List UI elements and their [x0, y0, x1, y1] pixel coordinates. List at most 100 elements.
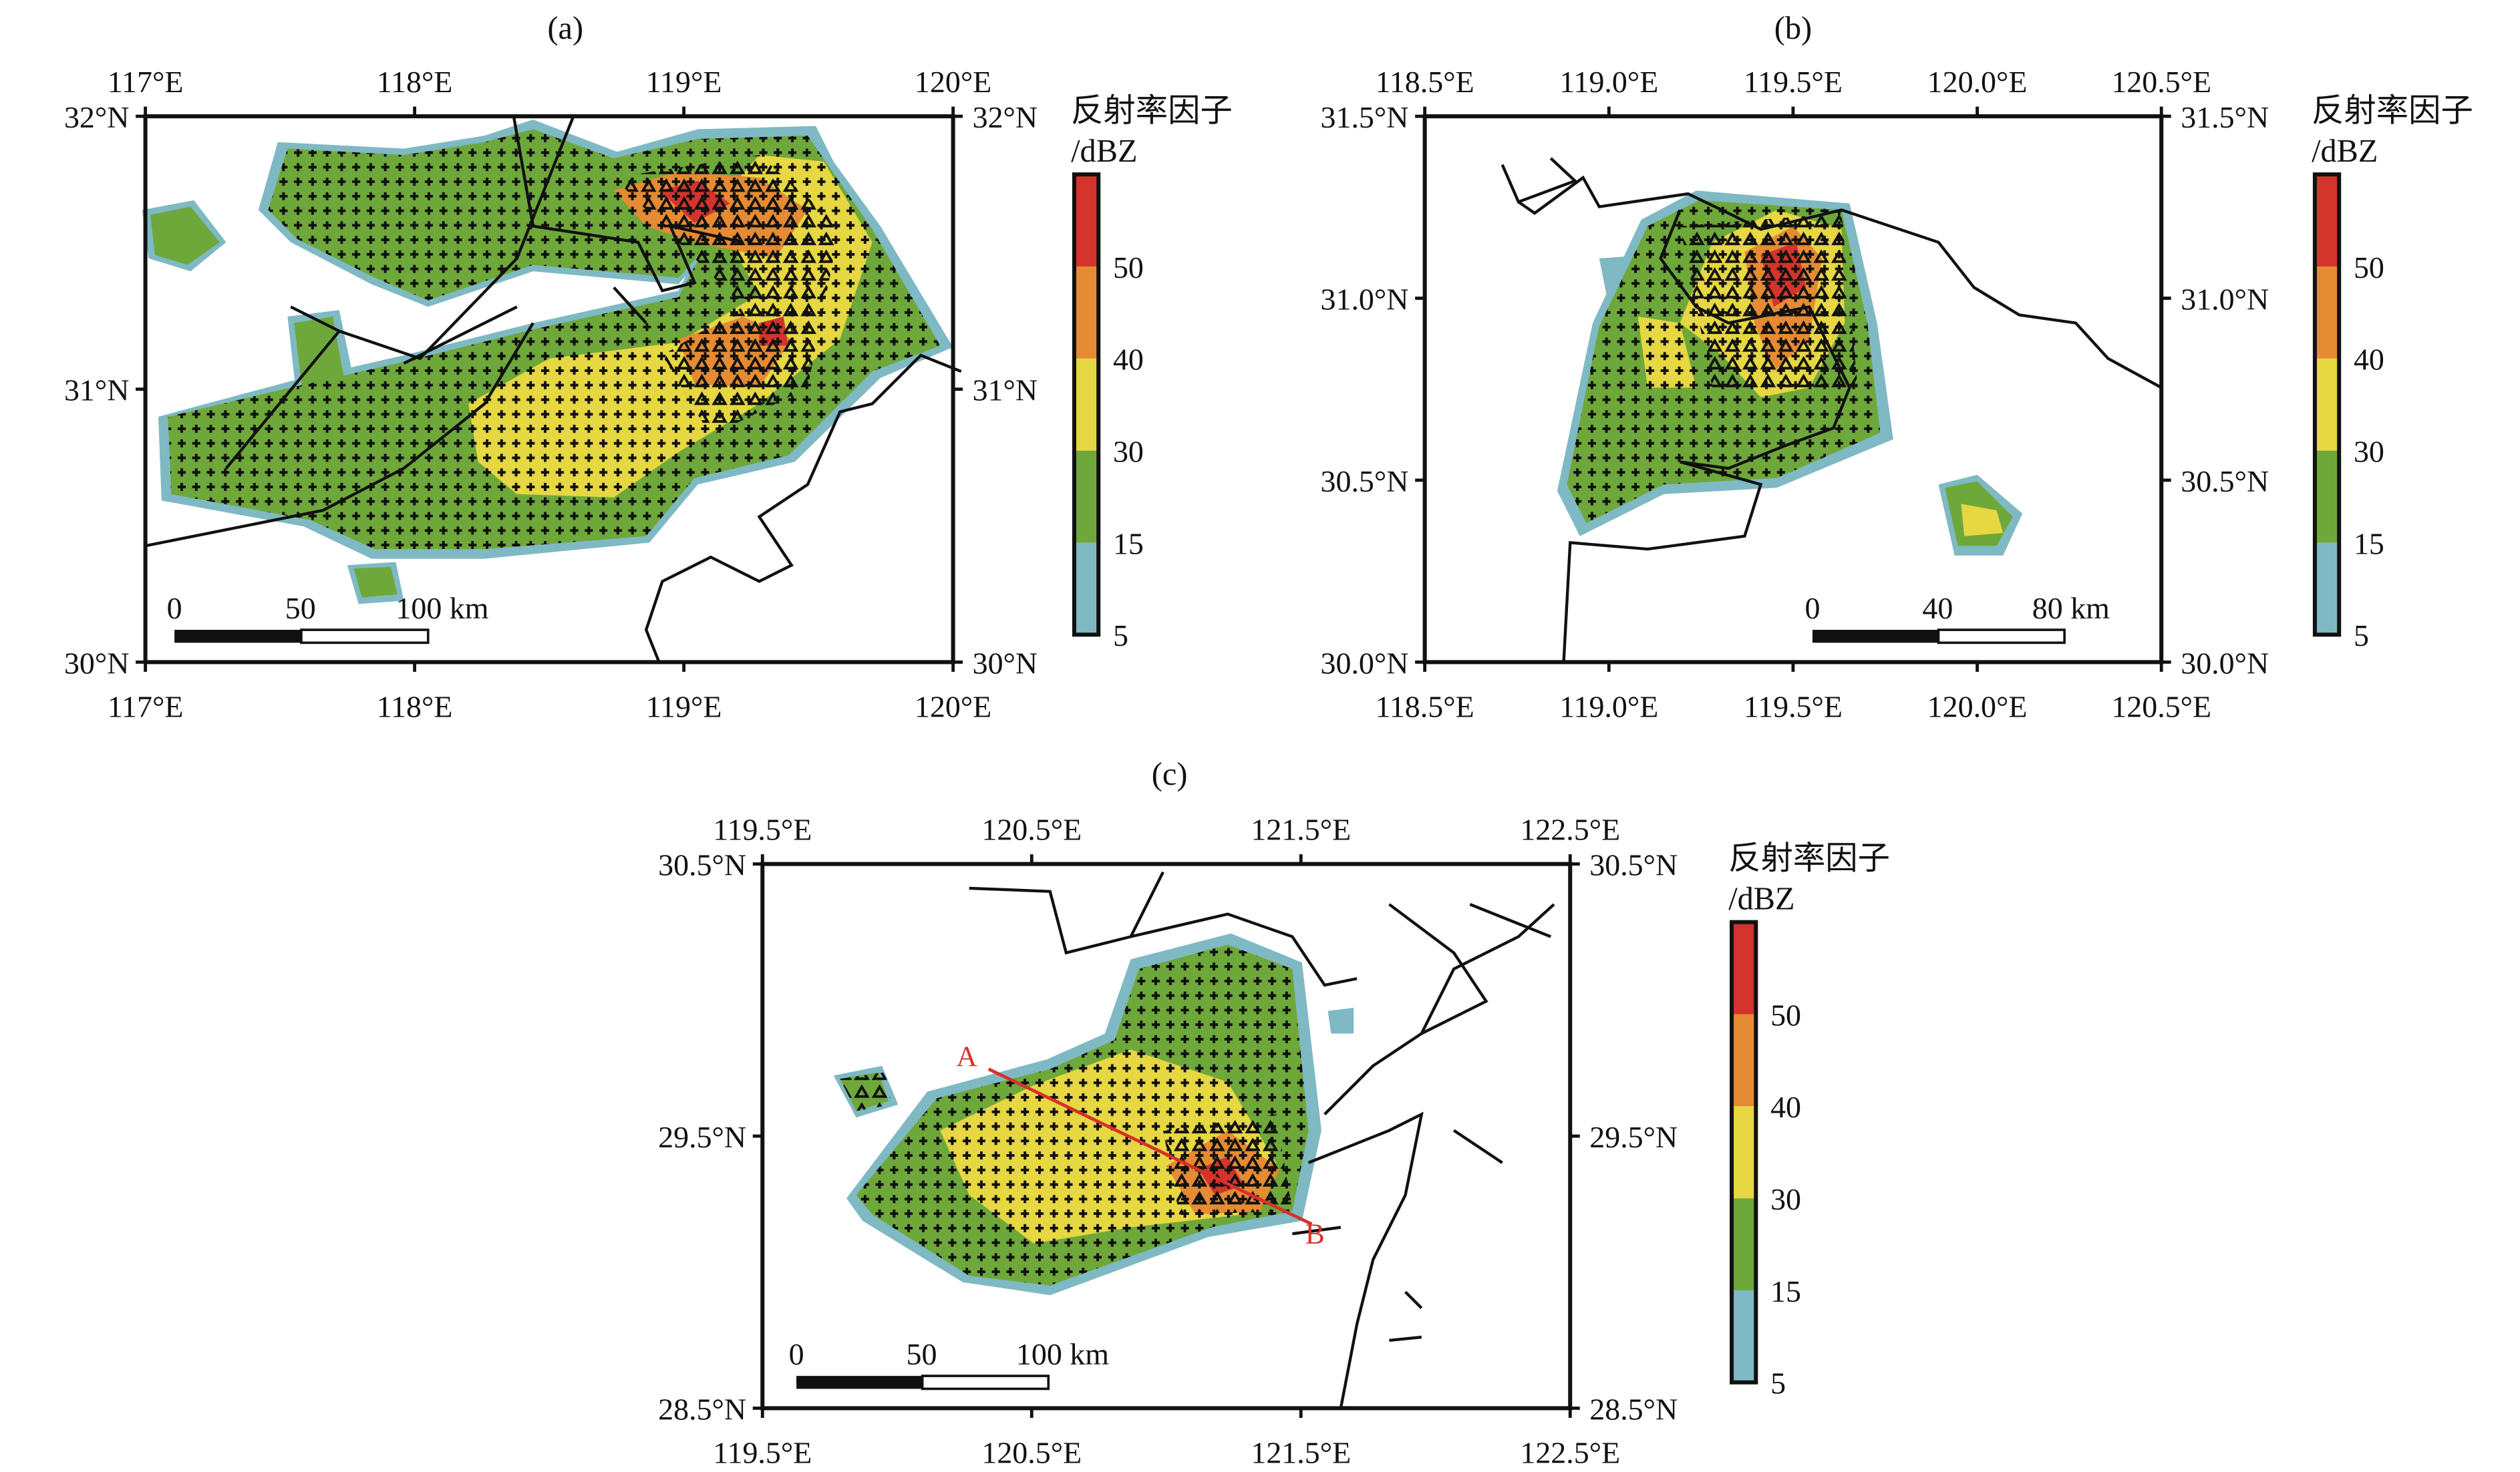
lat-tick-label-right: 31.5°N: [2181, 100, 2269, 134]
lon-tick-label-bottom: 119.5°E: [713, 1436, 812, 1470]
colorbar-frame: [2312, 172, 2342, 637]
lat-tick-label-left: 30.0°N: [1321, 646, 1409, 680]
colorbar-segment: [1732, 1014, 1756, 1107]
panel-title-a: (a): [547, 11, 583, 46]
lat-tick-label-right: 30.0°N: [2181, 646, 2269, 680]
lat-tick-label-left: 30.5°N: [1321, 464, 1409, 498]
lon-tick-label-top: 120.5°E: [981, 812, 1082, 846]
scalebar-label: 40: [1922, 591, 1953, 625]
lon-tick-label-bottom: 122.5°E: [1520, 1436, 1620, 1470]
panel-c-reflectivity: A B: [833, 871, 1555, 1409]
lat-tick-label-left: 31.0°N: [1321, 282, 1409, 316]
lat-tick-label-left: 28.5°N: [658, 1392, 746, 1426]
lat-tick-label-left: 32°N: [64, 100, 129, 134]
colorbar-segment: [1074, 542, 1099, 635]
panel-title-b: (b): [1774, 11, 1812, 46]
lon-tick-label-bottom: 120.5°E: [981, 1436, 1082, 1470]
colorbar-label: 5: [1113, 618, 1128, 653]
lon-tick-label-bottom: 117°E: [108, 690, 184, 724]
colorbar-segment: [1074, 358, 1099, 451]
lon-tick-label-top: 119.5°E: [713, 812, 812, 846]
colorbar-title: 反射率因子: [2312, 93, 2473, 128]
scalebar-label: 0: [1804, 591, 1820, 625]
colorbar-unit: /dBZ: [1071, 134, 1137, 169]
colorbar-title: 反射率因子: [1071, 93, 1233, 128]
lat-tick-label-right: 31.0°N: [2181, 282, 2269, 316]
lat-tick-label-left: 30°N: [64, 646, 129, 680]
lon-tick-label-top: 119°E: [646, 65, 722, 99]
scalebar-white: [300, 628, 430, 645]
colorbar-frame: [1730, 920, 1758, 1385]
colorbar-title: 反射率因子: [1728, 841, 1890, 876]
lon-tick-label-bottom: 121.5°E: [1251, 1436, 1351, 1470]
panel-a-reflectivity: [142, 116, 962, 663]
colorbar-label: 50: [2354, 250, 2384, 285]
scalebar-label: 0: [167, 591, 182, 625]
colorbar-label: 50: [1113, 250, 1144, 285]
colorbar-label: 30: [1113, 435, 1144, 469]
lat-tick-label-left: 31.5°N: [1321, 100, 1409, 134]
lon-tick-label-bottom: 120°E: [915, 690, 991, 724]
lon-tick-label-top: 120°E: [915, 65, 991, 99]
lon-tick-label-bottom: 119.0°E: [1559, 690, 1658, 724]
cross-section-line: [987, 1067, 1313, 1226]
scalebar-white: [1937, 628, 2066, 645]
colorbar-segment: [1732, 922, 1756, 1015]
scalebar-white: [921, 1374, 1050, 1391]
scalebar-label: 100 km: [396, 591, 488, 625]
lon-tick-label-bottom: 119.5°E: [1744, 690, 1843, 724]
scalebar-black: [174, 630, 301, 643]
colorbar-segment: [2314, 450, 2340, 543]
scalebar-label: 0: [789, 1337, 804, 1371]
colorbar-label: 15: [1770, 1274, 1801, 1308]
colorbar-label: 15: [2354, 526, 2384, 560]
colorbar-label: 5: [1770, 1366, 1786, 1401]
scalebar-black: [796, 1376, 923, 1389]
lat-tick-label-right: 28.5°N: [1589, 1392, 1678, 1426]
lon-tick-label-top: 121.5°E: [1251, 812, 1351, 846]
scalebar-label: 50: [906, 1337, 937, 1371]
colorbar-unit: /dBZ: [2312, 134, 2378, 169]
cross-section-end-label: B: [1305, 1218, 1325, 1250]
scalebar-label: 100 km: [1016, 1337, 1109, 1371]
lat-tick-label-left: 31°N: [64, 373, 129, 407]
lon-tick-label-bottom: 119°E: [646, 690, 722, 724]
colorbar-segment: [1732, 1198, 1756, 1290]
colorbar-segment: [2314, 266, 2340, 359]
lon-tick-label-top: 120.0°E: [1927, 65, 2028, 99]
lat-tick-label-right: 31°N: [973, 373, 1038, 407]
scalebar-label: 80 km: [2032, 591, 2110, 625]
colorbar-segment: [1074, 174, 1099, 266]
colorbar-label: 5: [2354, 618, 2369, 653]
colorbar-segment: [2314, 542, 2340, 635]
colorbar-segment: [2314, 174, 2340, 266]
scalebar-label: 50: [285, 591, 316, 625]
colorbar-label: 40: [1113, 343, 1144, 377]
colorbar-label: 50: [1770, 998, 1801, 1032]
lon-tick-label-top: 119.5°E: [1744, 65, 1843, 99]
colorbar-unit: /dBZ: [1728, 881, 1794, 916]
lat-tick-label-right: 32°N: [973, 100, 1038, 134]
lon-tick-label-top: 117°E: [108, 65, 184, 99]
lon-tick-label-bottom: 118°E: [377, 690, 453, 724]
colorbar-segment: [1732, 1290, 1756, 1383]
lon-tick-label-top: 122.5°E: [1520, 812, 1620, 846]
colorbar-label: 40: [1770, 1090, 1801, 1124]
panel-title-c: (c): [1152, 757, 1188, 792]
lat-tick-label-left: 29.5°N: [658, 1120, 746, 1154]
lon-tick-label-top: 118°E: [377, 65, 453, 99]
colorbar-label: 30: [1770, 1182, 1801, 1216]
lon-tick-label-bottom: 118.5°E: [1376, 690, 1474, 724]
lon-tick-label-top: 120.5°E: [2111, 65, 2211, 99]
scalebar-black: [1812, 630, 1939, 643]
lat-tick-label-right: 30°N: [973, 646, 1038, 680]
colorbar-label: 40: [2354, 343, 2384, 377]
lat-tick-label-right: 30.5°N: [1589, 848, 1678, 882]
lat-tick-label-right: 30.5°N: [2181, 464, 2269, 498]
lon-tick-label-bottom: 120.5°E: [2111, 690, 2211, 724]
colorbar-segment: [2314, 358, 2340, 451]
colorbar-label: 15: [1113, 526, 1144, 560]
lon-tick-label-bottom: 120.0°E: [1927, 690, 2028, 724]
colorbar-segment: [1732, 1106, 1756, 1199]
